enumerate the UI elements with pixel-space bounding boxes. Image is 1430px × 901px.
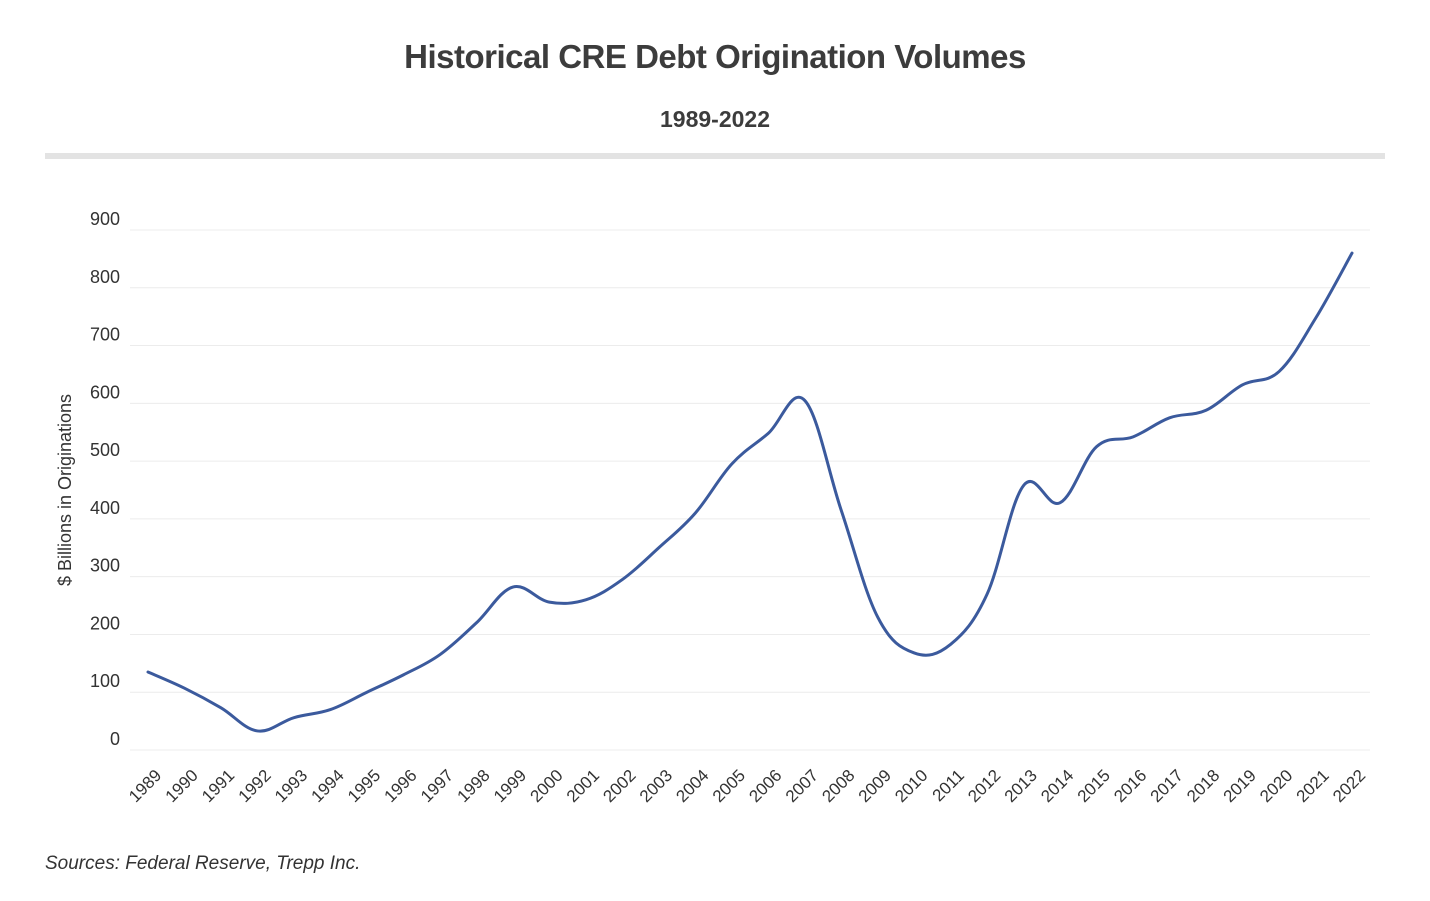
x-tick-label: 2013	[1001, 766, 1041, 806]
y-tick-label: 800	[90, 267, 120, 287]
x-tick-label: 2003	[636, 766, 676, 806]
y-tick-label: 700	[90, 325, 120, 345]
x-tick-label: 1993	[271, 766, 311, 806]
y-tick-label: 100	[90, 671, 120, 691]
x-tick-label: 1989	[125, 766, 165, 806]
series-line	[146, 251, 1354, 733]
x-tick-label: 2016	[1110, 766, 1150, 806]
x-tick-label: 2017	[1147, 766, 1187, 806]
x-tick-label: 2020	[1256, 766, 1296, 806]
x-tick-label: 2009	[855, 766, 895, 806]
x-tick-label: 2001	[563, 766, 603, 806]
x-tick-label: 1999	[490, 766, 530, 806]
x-tick-label: 2015	[1074, 766, 1114, 806]
chart-subtitle: 1989-2022	[660, 106, 770, 132]
x-tick-label: 2000	[526, 766, 566, 806]
x-tick-label: 1995	[344, 766, 384, 806]
y-tick-label: 300	[90, 556, 120, 576]
x-tick-label: 1992	[235, 766, 275, 806]
title-divider	[45, 153, 1385, 159]
x-tick-label: 1996	[381, 766, 421, 806]
x-tick-label: 1997	[417, 766, 457, 806]
y-tick-label: 0	[110, 729, 120, 749]
x-tick-label: 2004	[672, 766, 712, 806]
x-tick-label: 1991	[198, 766, 238, 806]
x-tick-label: 2021	[1293, 766, 1333, 806]
x-tick-label: 2019	[1220, 766, 1260, 806]
x-tick-label: 2010	[891, 766, 931, 806]
chart-title: Historical CRE Debt Origination Volumes	[404, 38, 1026, 75]
x-tick-label: 2008	[818, 766, 858, 806]
x-tick-label: 1998	[453, 766, 493, 806]
x-tick-label: 2018	[1183, 766, 1223, 806]
y-tick-label: 500	[90, 440, 120, 460]
x-tick-label: 2022	[1329, 766, 1369, 806]
x-tick-label: 1990	[162, 766, 202, 806]
source-note: Sources: Federal Reserve, Trepp Inc.	[45, 853, 361, 874]
x-tick-label: 2002	[599, 766, 639, 806]
x-tick-label: 2006	[745, 766, 785, 806]
x-tick-label: 1994	[308, 766, 348, 806]
y-tick-label: 900	[90, 209, 120, 229]
x-tick-label: 2005	[709, 766, 749, 806]
y-tick-label: 400	[90, 498, 120, 518]
x-tick-label: 2007	[782, 766, 822, 806]
y-tick-label: 600	[90, 382, 120, 402]
x-tick-label: 2014	[1037, 766, 1077, 806]
y-tick-label: 200	[90, 613, 120, 633]
x-tick-label: 2012	[964, 766, 1004, 806]
x-tick-label: 2011	[929, 766, 968, 805]
y-axis-label: $ Billions in Originations	[55, 394, 75, 586]
